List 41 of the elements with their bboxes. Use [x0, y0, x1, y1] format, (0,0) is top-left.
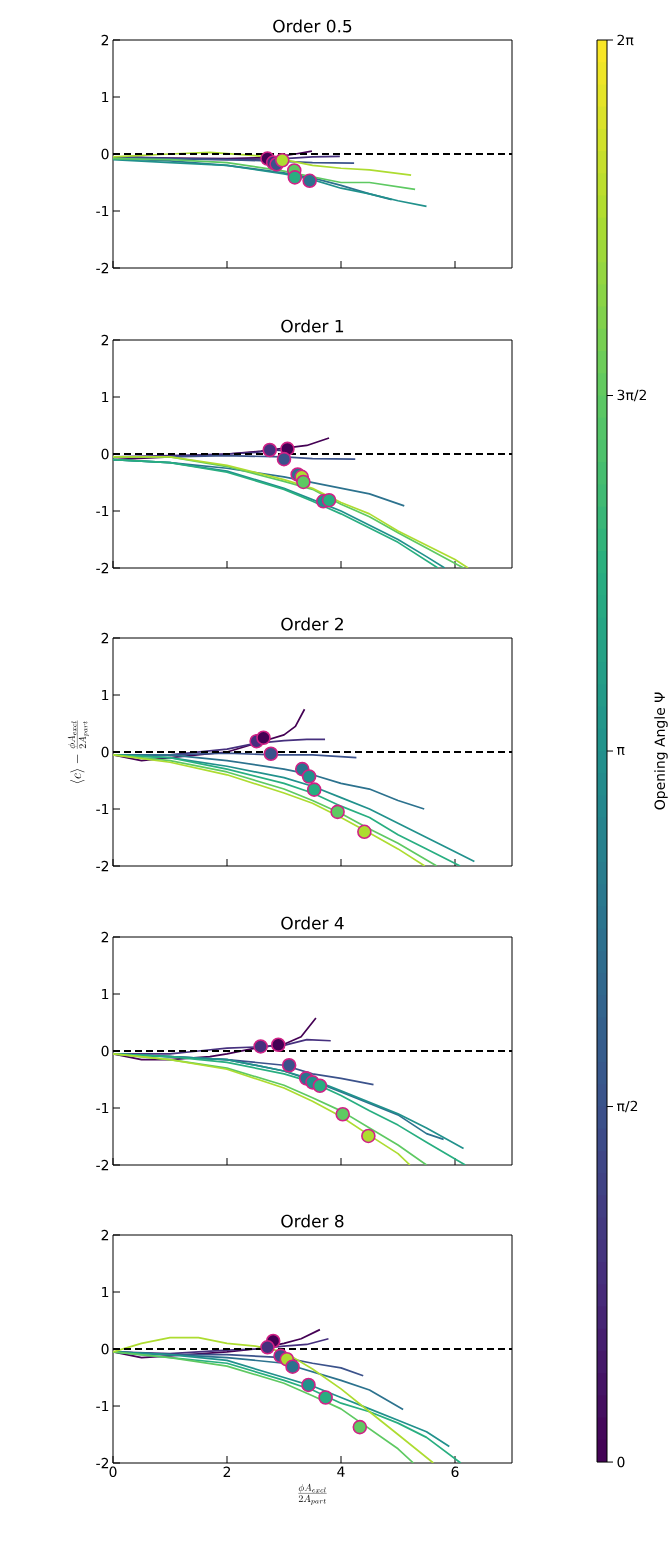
y-tick-label: 2: [101, 632, 109, 644]
y-tick-label: -1: [96, 1102, 109, 1114]
y-tick-label: -2: [96, 262, 109, 274]
x-axis-title: $\frac{\phi A_{excl}}{2A_{part}}$: [298, 1483, 327, 1505]
color-bar-title: Opening Angle Ψ: [654, 692, 668, 810]
y-axis-title: $\langle c\rangle - \frac{\phi A_{excl}}{2A_{part}}$: [67, 720, 89, 784]
y-tick-label: -2: [96, 1457, 109, 1469]
y-tick-label: 2: [101, 931, 109, 943]
color-bar-label: 0: [617, 1456, 625, 1468]
y-tick-label: -1: [96, 1400, 109, 1412]
y-tick-label: 1: [102, 91, 109, 103]
y-tick-label: 0: [101, 746, 109, 758]
y-tick-label: -1: [96, 205, 109, 217]
y-tick-label: 0: [101, 1045, 109, 1057]
y-tick-label: -2: [96, 562, 109, 574]
chart-title: Order 2: [281, 617, 343, 631]
chart-title: Order 0.5: [273, 19, 352, 33]
y-tick-label: 0: [101, 148, 109, 160]
y-tick-label: 2: [101, 334, 109, 346]
chart-title: Order 4: [281, 916, 344, 930]
y-tick-label: 1: [102, 988, 109, 1000]
y-tick-label: 1: [102, 689, 109, 701]
chart-title: Order 1: [281, 319, 344, 333]
chart-title: Order 8: [281, 1214, 344, 1228]
y-tick-label: -2: [96, 860, 109, 872]
y-tick-label: 1: [102, 391, 109, 403]
color-bar-label: 2π: [617, 34, 634, 46]
color-bar-label: π/2: [617, 1100, 638, 1113]
color-bar-label: 3π/2: [617, 389, 646, 402]
y-tick-label: -1: [96, 505, 109, 517]
y-tick-label: 2: [101, 34, 109, 46]
x-tick-label: 6: [451, 1466, 459, 1478]
y-tick-label: -1: [96, 803, 109, 815]
y-tick-label: 0: [101, 448, 109, 460]
y-tick-label: -2: [96, 1159, 109, 1171]
x-tick-label: 4: [337, 1466, 345, 1477]
y-tick-label: 1: [102, 1286, 109, 1298]
color-bar-label: π: [617, 747, 625, 755]
y-tick-label: 2: [101, 1229, 109, 1241]
y-tick-label: 0: [101, 1343, 109, 1355]
x-tick-label: 2: [223, 1466, 231, 1477]
